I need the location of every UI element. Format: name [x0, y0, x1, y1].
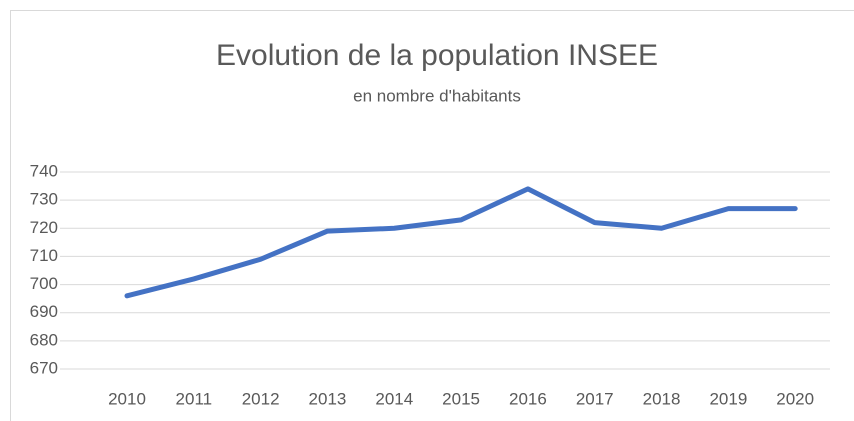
chart-title: Evolution de la population INSEE: [216, 39, 658, 72]
y-tick-label: 690: [30, 302, 58, 321]
y-tick-label: 720: [30, 218, 58, 237]
x-tick-label: 2011: [176, 389, 213, 408]
x-tick-label: 2013: [309, 389, 347, 408]
y-tick-label: 730: [30, 190, 58, 209]
x-tick-label: 2012: [242, 389, 280, 408]
y-tick-label: 740: [30, 161, 58, 180]
chart-subtitle: en nombre d'habitants: [353, 86, 521, 105]
x-tick-label: 2016: [509, 389, 547, 408]
y-tick-label: 710: [30, 246, 58, 265]
x-tick-label: 2018: [643, 389, 681, 408]
y-tick-label: 700: [30, 274, 58, 293]
x-tick-label: 2010: [108, 389, 146, 408]
x-tick-label: 2020: [776, 389, 814, 408]
x-tick-label: 2014: [375, 389, 413, 408]
x-tick-label: 2015: [442, 389, 480, 408]
y-tick-label: 670: [30, 358, 58, 377]
data-line: [124, 186, 798, 299]
y-tick-label: 680: [30, 330, 58, 349]
chart-border: [10, 10, 854, 421]
x-tick-label: 2019: [709, 389, 747, 408]
x-tick-label: 2017: [576, 389, 614, 408]
